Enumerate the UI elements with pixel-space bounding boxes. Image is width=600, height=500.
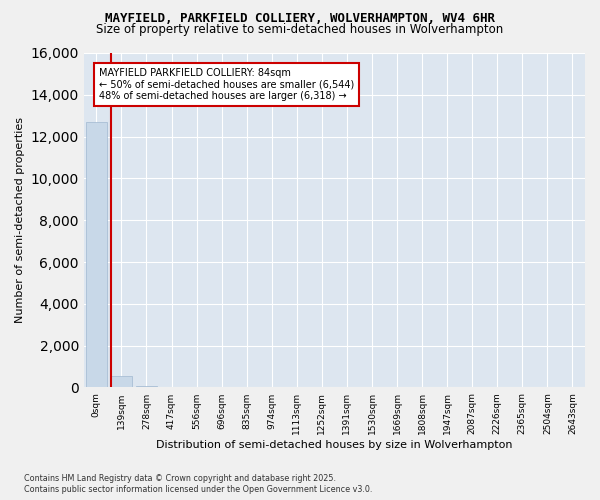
Bar — [186, 387, 207, 388]
Bar — [136, 386, 157, 388]
Text: Size of property relative to semi-detached houses in Wolverhampton: Size of property relative to semi-detach… — [97, 22, 503, 36]
Text: MAYFIELD, PARKFIELD COLLIERY, WOLVERHAMPTON, WV4 6HR: MAYFIELD, PARKFIELD COLLIERY, WOLVERHAMP… — [105, 12, 495, 24]
Text: Contains HM Land Registry data © Crown copyright and database right 2025.
Contai: Contains HM Land Registry data © Crown c… — [24, 474, 373, 494]
Bar — [161, 386, 182, 388]
Text: MAYFIELD PARKFIELD COLLIERY: 84sqm
← 50% of semi-detached houses are smaller (6,: MAYFIELD PARKFIELD COLLIERY: 84sqm ← 50%… — [99, 68, 354, 102]
Bar — [86, 122, 107, 388]
Y-axis label: Number of semi-detached properties: Number of semi-detached properties — [15, 117, 25, 323]
Bar — [111, 376, 132, 388]
X-axis label: Distribution of semi-detached houses by size in Wolverhampton: Distribution of semi-detached houses by … — [156, 440, 512, 450]
